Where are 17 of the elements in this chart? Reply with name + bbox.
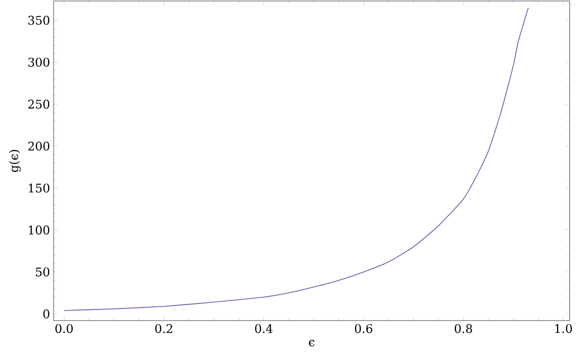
- y-tick-label: 0: [43, 309, 50, 318]
- y-tick-label: 50: [36, 267, 50, 276]
- x-tick-label: 0.0: [55, 324, 73, 333]
- y-tick-label: 350: [28, 16, 50, 25]
- line-series: [64, 7, 529, 311]
- y-tick-label: 100: [28, 225, 50, 234]
- x-tick-label: 0.6: [354, 324, 372, 333]
- x-tick-label: 0.8: [454, 324, 472, 333]
- x-axis-title: ϵ: [308, 340, 314, 346]
- y-tick-label: 200: [28, 141, 50, 150]
- y-axis-title: g(ϵ): [9, 150, 21, 172]
- x-tick-label: 0.2: [155, 324, 172, 333]
- y-tick-label: 300: [28, 58, 50, 67]
- x-tick-label: 0.4: [255, 324, 273, 333]
- y-tick-label: 250: [28, 100, 50, 109]
- y-tick-label: 150: [28, 183, 50, 192]
- x-tick-label: 1.0: [555, 324, 572, 333]
